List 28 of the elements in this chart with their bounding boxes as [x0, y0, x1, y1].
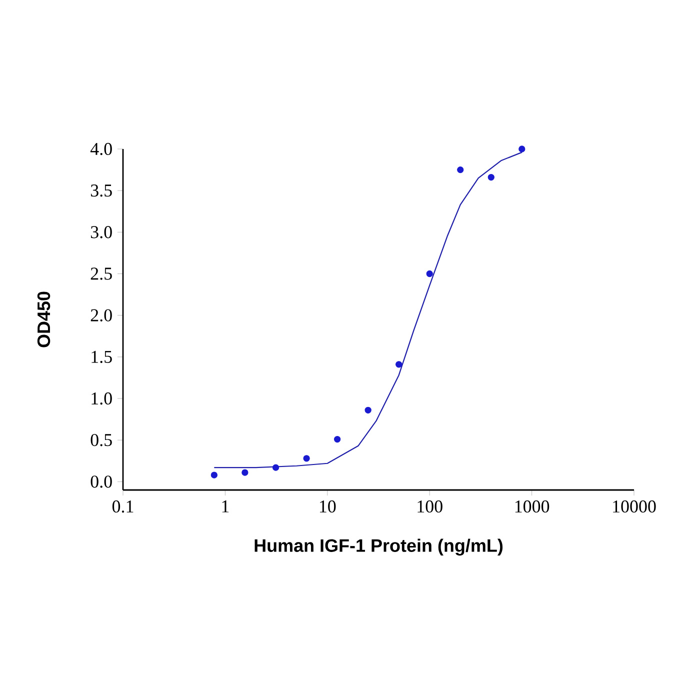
point: [396, 361, 402, 368]
x-tick-label: 100: [418, 500, 442, 513]
point: [518, 146, 526, 152]
y-tick-label: 1.0: [92, 392, 112, 405]
point: [364, 406, 372, 414]
y-tick-label: 3.5: [90, 184, 112, 197]
point: [457, 166, 464, 174]
y-tick-label: 3.0: [90, 226, 112, 238]
point: [426, 270, 433, 278]
y-tick-label: 2.0: [90, 309, 112, 322]
x-tick-label: 0.1: [112, 500, 134, 513]
point: [488, 174, 494, 181]
point: [334, 436, 341, 443]
y-tick-label: 0.5: [90, 434, 112, 446]
point: [272, 464, 280, 471]
y-tick-label: 2.5: [90, 268, 112, 280]
y-tick-label: 4.0: [90, 142, 112, 156]
y-tick-label: 1.5: [92, 350, 112, 363]
y-tick-label: 0.0: [90, 476, 112, 488]
x-tick-label: 10000: [613, 500, 656, 513]
y-axis-title: OD450: [37, 292, 50, 348]
point: [210, 472, 218, 478]
x-tick-label: 1000: [515, 500, 550, 513]
x-axis-title: Human IGF-1 Protein (ng/mL): [254, 538, 503, 556]
x-tick-label: 1: [222, 500, 229, 512]
x-tick-label: 10: [320, 500, 336, 513]
point: [303, 455, 310, 462]
point: [242, 469, 248, 476]
